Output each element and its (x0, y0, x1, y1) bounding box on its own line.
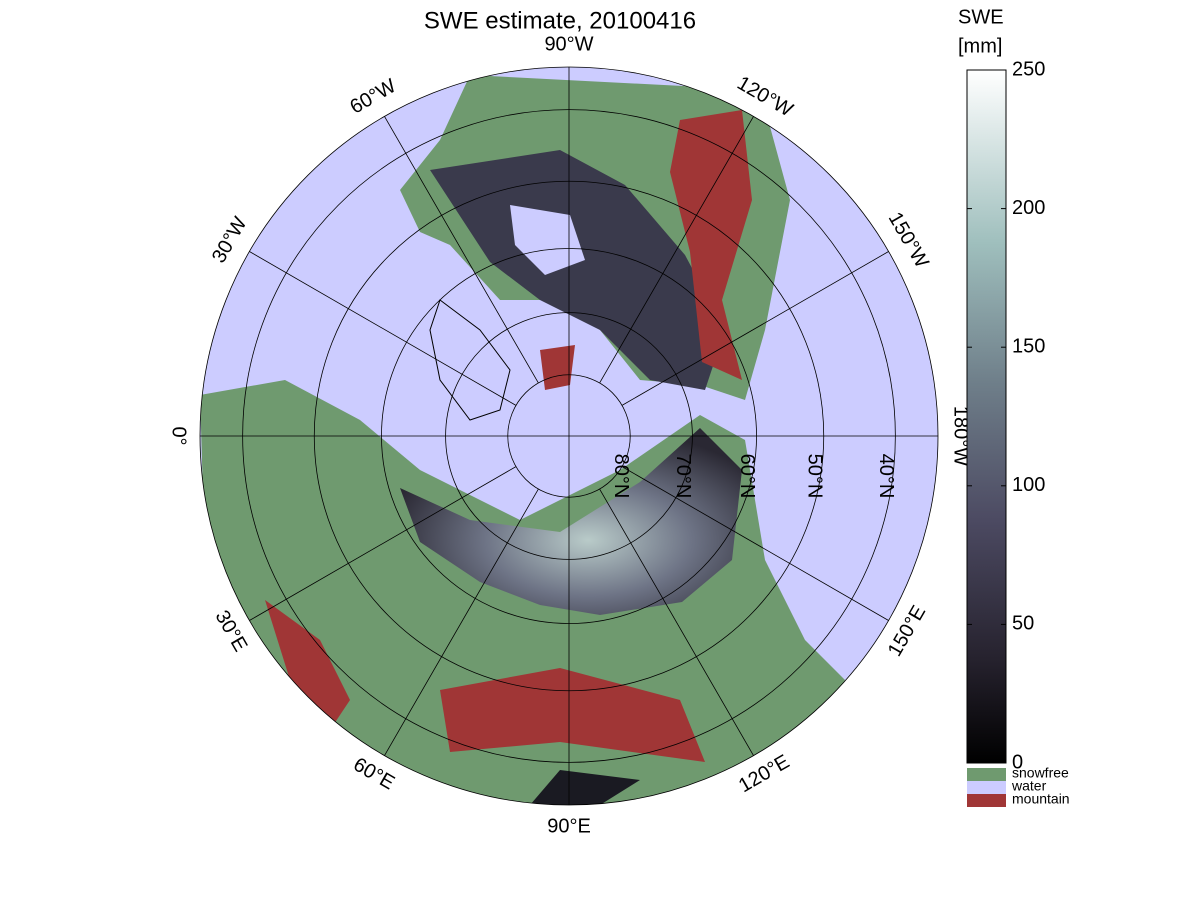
meridian (599, 488, 754, 756)
legend-label: mountain (1012, 791, 1070, 807)
meridian (599, 116, 754, 384)
map-title: SWE estimate, 20100416 (424, 7, 696, 34)
meridian (384, 488, 539, 756)
colorbar-tick-label: 50 (1012, 613, 1034, 635)
latitude-label: 40°N (875, 454, 897, 499)
meridian (621, 251, 889, 406)
legend-swatch (967, 768, 1006, 781)
colorbar-title: [mm] (958, 35, 1002, 57)
longitude-label: 30°E (211, 607, 252, 656)
europe-mountains (265, 600, 350, 730)
greenland-outline (429, 299, 511, 421)
meridian (249, 251, 517, 406)
legend-swatch (967, 794, 1006, 807)
colorbar-tick-label: 100 (1012, 474, 1045, 496)
legend-label: water (1011, 778, 1047, 794)
meridian (249, 466, 517, 621)
asia-mountains (440, 668, 705, 762)
ellesmere (540, 345, 575, 390)
colorbar-axis: 0 50 100 150 200 250 (967, 58, 1045, 773)
rocky-mountains (670, 110, 752, 380)
latitude-label: 60°N (736, 454, 758, 499)
colorbar-tick-label: 150 (1012, 335, 1045, 357)
legend-swatch (967, 781, 1006, 794)
colorbar-tick-label: 200 (1012, 197, 1045, 219)
colorbar (966, 69, 1007, 764)
colorbar-tick-label: 0 (1012, 751, 1023, 773)
meridian (621, 466, 889, 621)
latitude-label: 80°N (610, 454, 632, 499)
colorbar-title: SWE (958, 6, 1004, 28)
longitude-label: 0° (168, 426, 190, 445)
graticule (199, 66, 939, 806)
north-america-snow (430, 150, 725, 390)
latitude-label: 70°N (672, 454, 694, 499)
colorbar-tick-label: 250 (1012, 58, 1045, 80)
longitude-label: 60°E (349, 754, 398, 795)
hudson-bay (510, 205, 585, 275)
meridian (384, 116, 539, 384)
longitude-label: 90°E (547, 815, 591, 837)
eurasia-snow (400, 428, 742, 615)
legend-label: snowfree (1012, 765, 1069, 781)
longitude-label: 180°W (950, 406, 972, 466)
longitude-label: 90°W (544, 33, 593, 55)
asia-snow (530, 770, 640, 805)
latitude-label: 50°N (803, 454, 825, 499)
